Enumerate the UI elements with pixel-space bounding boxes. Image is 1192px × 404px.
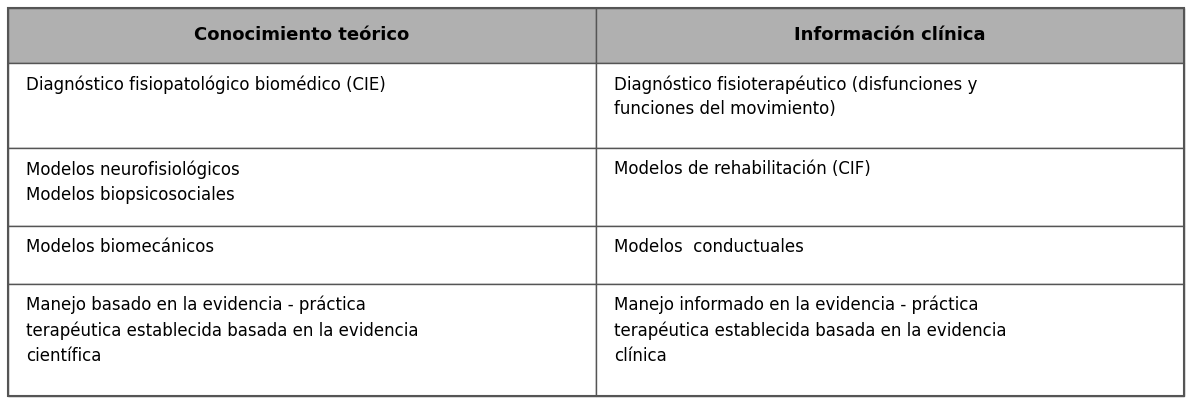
Text: Diagnóstico fisioterapéutico (disfunciones y
funciones del movimiento): Diagnóstico fisioterapéutico (disfuncion… bbox=[614, 75, 977, 118]
Text: Modelos biomecánicos: Modelos biomecánicos bbox=[26, 238, 215, 257]
Text: Conocimiento teórico: Conocimiento teórico bbox=[194, 27, 410, 44]
Bar bbox=[8, 148, 596, 226]
Text: Modelos de rehabilitación (CIF): Modelos de rehabilitación (CIF) bbox=[614, 160, 870, 178]
Bar bbox=[596, 63, 1184, 148]
Text: Modelos  conductuales: Modelos conductuales bbox=[614, 238, 803, 257]
Bar bbox=[596, 148, 1184, 226]
Text: Manejo informado en la evidencia - práctica
terapéutica establecida basada en la: Manejo informado en la evidencia - práct… bbox=[614, 296, 1006, 365]
Bar bbox=[8, 226, 596, 284]
Text: Información clínica: Información clínica bbox=[794, 27, 986, 44]
Bar bbox=[8, 8, 596, 63]
Bar bbox=[596, 284, 1184, 396]
Text: Modelos neurofisiológicos
Modelos biopsicosociales: Modelos neurofisiológicos Modelos biopsi… bbox=[26, 160, 240, 204]
Bar bbox=[8, 284, 596, 396]
Bar bbox=[596, 8, 1184, 63]
Bar bbox=[596, 226, 1184, 284]
Text: Diagnóstico fisiopatológico biomédico (CIE): Diagnóstico fisiopatológico biomédico (C… bbox=[26, 75, 386, 93]
Bar bbox=[8, 63, 596, 148]
Text: Manejo basado en la evidencia - práctica
terapéutica establecida basada en la ev: Manejo basado en la evidencia - práctica… bbox=[26, 296, 418, 365]
